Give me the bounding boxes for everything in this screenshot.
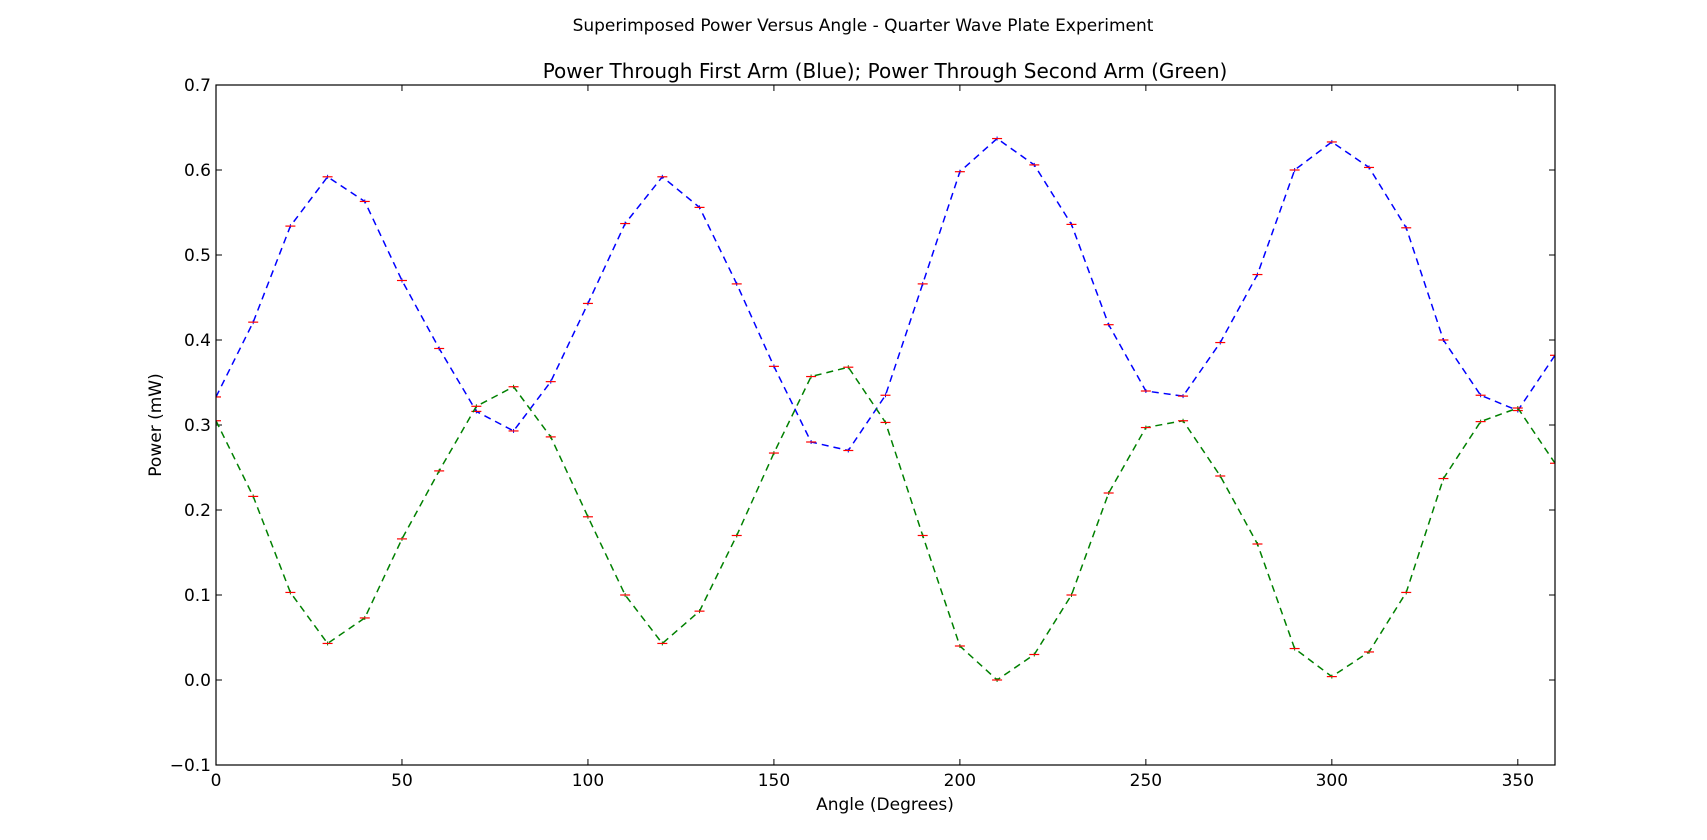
y-tick-label: 0.3 xyxy=(184,416,211,436)
axis-ticks xyxy=(215,84,1555,766)
x-tick-label: 50 xyxy=(391,771,413,791)
y-tick-label: 0.6 xyxy=(184,161,211,181)
x-tick-label: 150 xyxy=(758,771,790,791)
y-tick-label: 0.0 xyxy=(184,671,211,691)
y-tick-label: −0.1 xyxy=(170,756,211,776)
plot-area xyxy=(216,85,1555,765)
x-tick-label: 0 xyxy=(211,771,222,791)
y-tick-label: 0.2 xyxy=(184,501,211,521)
y-tick-label: 0.1 xyxy=(184,586,211,606)
series-first-arm xyxy=(216,136,1555,453)
axes-frame xyxy=(215,84,1556,766)
x-tick-labels: 0 50 100 150 200 250 300 350 xyxy=(211,771,1534,791)
x-tick-label: 200 xyxy=(944,771,976,791)
y-tick-label: 0.5 xyxy=(184,246,211,266)
y-tick-label: 0.7 xyxy=(184,76,211,96)
x-axis-label: Angle (Degrees) xyxy=(816,795,954,815)
x-tick-label: 350 xyxy=(1502,771,1534,791)
y-axis-label: Power (mW) xyxy=(146,373,166,476)
x-tick-label: 250 xyxy=(1130,771,1162,791)
series-group xyxy=(216,136,1555,682)
chart-title: Power Through First Arm (Blue); Power Th… xyxy=(543,59,1228,83)
y-tick-labels: −0.1 0.0 0.1 0.2 0.3 0.4 0.5 0.6 0.7 xyxy=(170,76,211,776)
y-tick-label: 0.4 xyxy=(184,331,211,351)
series-second-arm xyxy=(216,365,1555,682)
x-tick-label: 300 xyxy=(1316,771,1348,791)
x-tick-label: 100 xyxy=(572,771,604,791)
figure-suptitle: Superimposed Power Versus Angle - Quarte… xyxy=(573,16,1154,36)
